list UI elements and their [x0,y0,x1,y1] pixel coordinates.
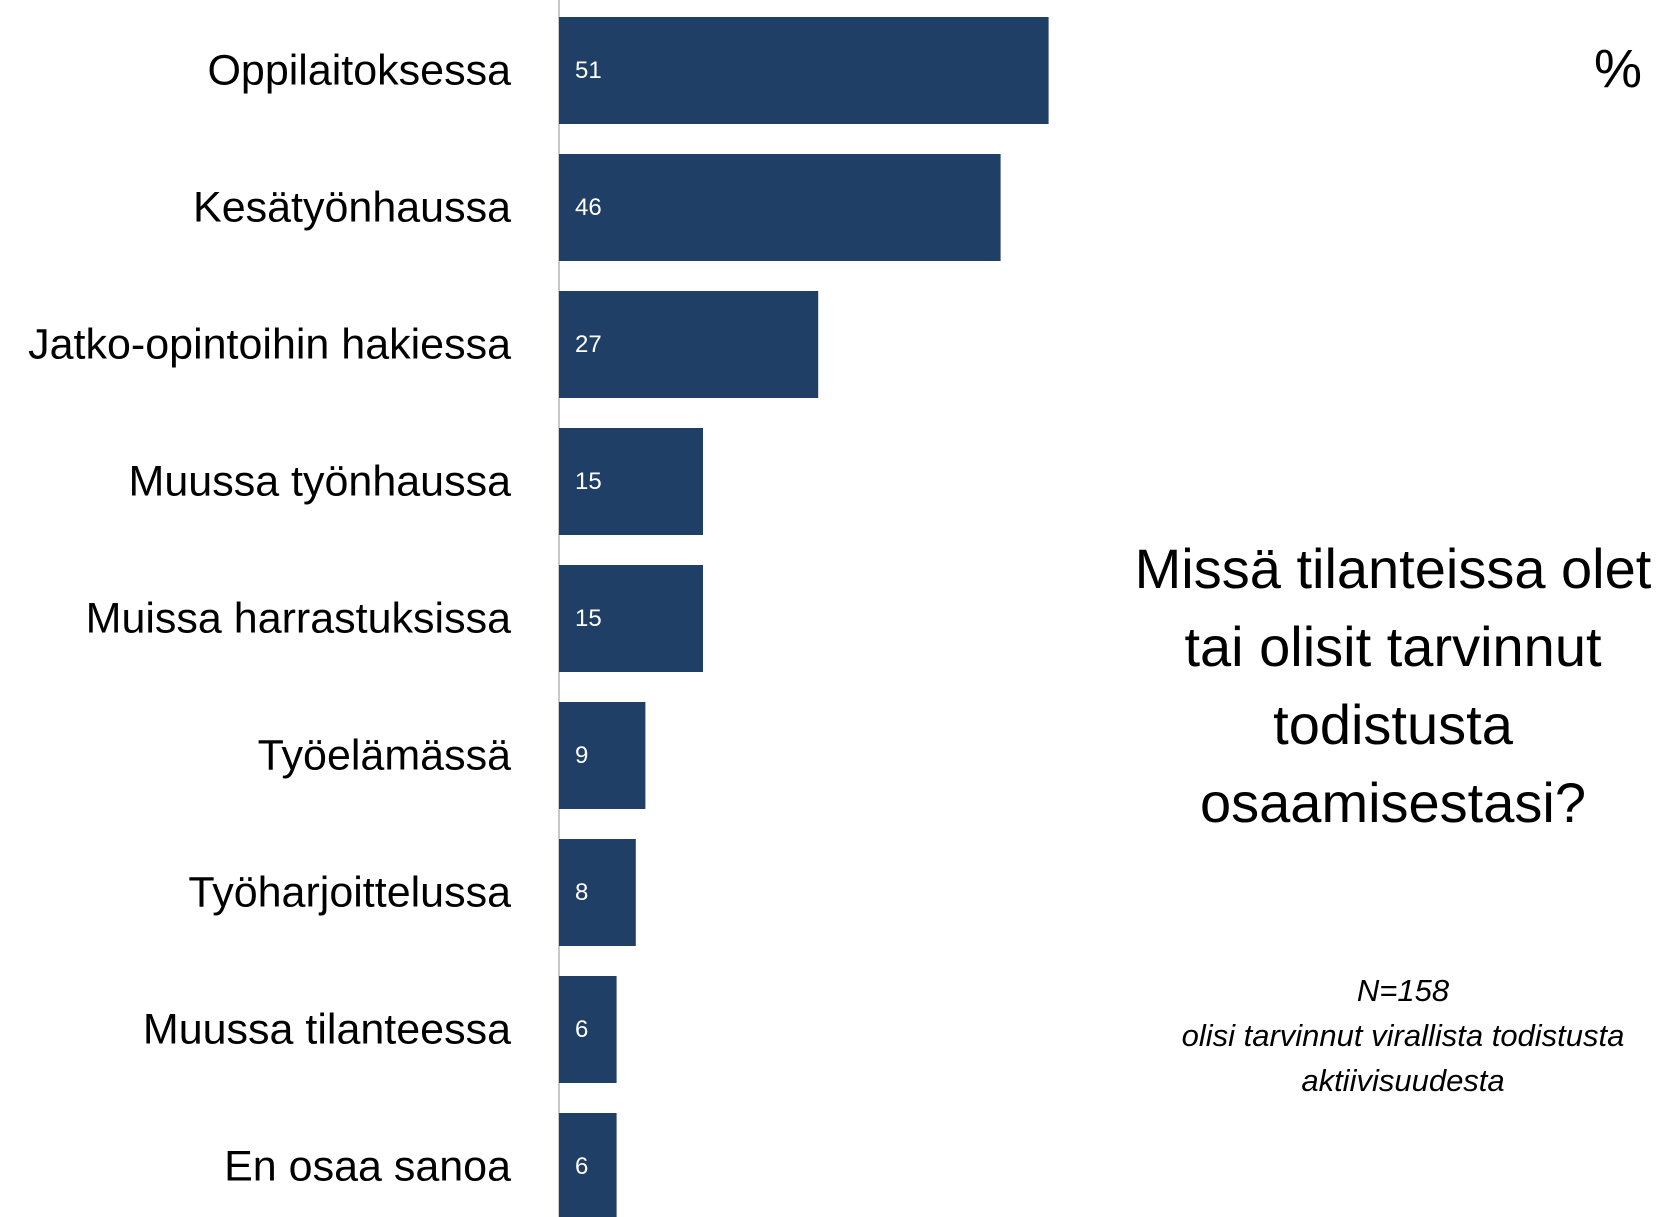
bar [559,565,703,672]
bar [559,1113,617,1217]
data-label: 15 [575,605,602,632]
note-line: olisi tarvinnut virallista todistusta [1181,1018,1625,1053]
bar [559,839,636,946]
bar [559,291,819,398]
bar [559,702,646,809]
category-label: Oppilaitoksessa [207,47,511,95]
category-label: Työharjoittelussa [188,869,511,917]
question-text: Missä tilanteissa olet tai olisit tarvin… [1108,530,1678,842]
category-label: Muussa tilanteessa [143,1006,511,1054]
category-label: Muussa työnhaussa [129,458,512,506]
data-label: 6 [575,1016,588,1043]
data-label: 51 [575,57,602,84]
data-label: 15 [575,468,602,495]
sample-note: N=158 olisi tarvinnut virallista todistu… [1128,968,1678,1103]
category-label: En osaa sanoa [224,1143,511,1191]
data-label: 27 [575,331,602,358]
data-label: 6 [575,1153,588,1180]
question-line: Missä tilanteissa olet [1134,537,1652,600]
unit-label: % [1593,39,1642,99]
data-label: 46 [575,194,602,221]
question-line: tai olisit tarvinnut [1184,615,1602,678]
bar [559,428,703,535]
question-line: todistusta [1273,693,1513,756]
data-label: 9 [575,742,588,769]
category-label: Kesätyönhaussa [193,184,511,232]
bar [559,17,1049,124]
category-label: Muissa harrastuksissa [86,595,511,643]
data-label: 8 [575,879,588,906]
question-line: osaamisestasi? [1200,771,1586,834]
category-label: Jatko-opintoihin hakiessa [28,321,511,369]
category-label: Työelämässä [258,732,511,780]
note-line: aktiivisuudesta [1301,1063,1505,1098]
bar [559,976,617,1083]
sample-size: N=158 [1356,973,1450,1008]
bar [559,154,1001,261]
